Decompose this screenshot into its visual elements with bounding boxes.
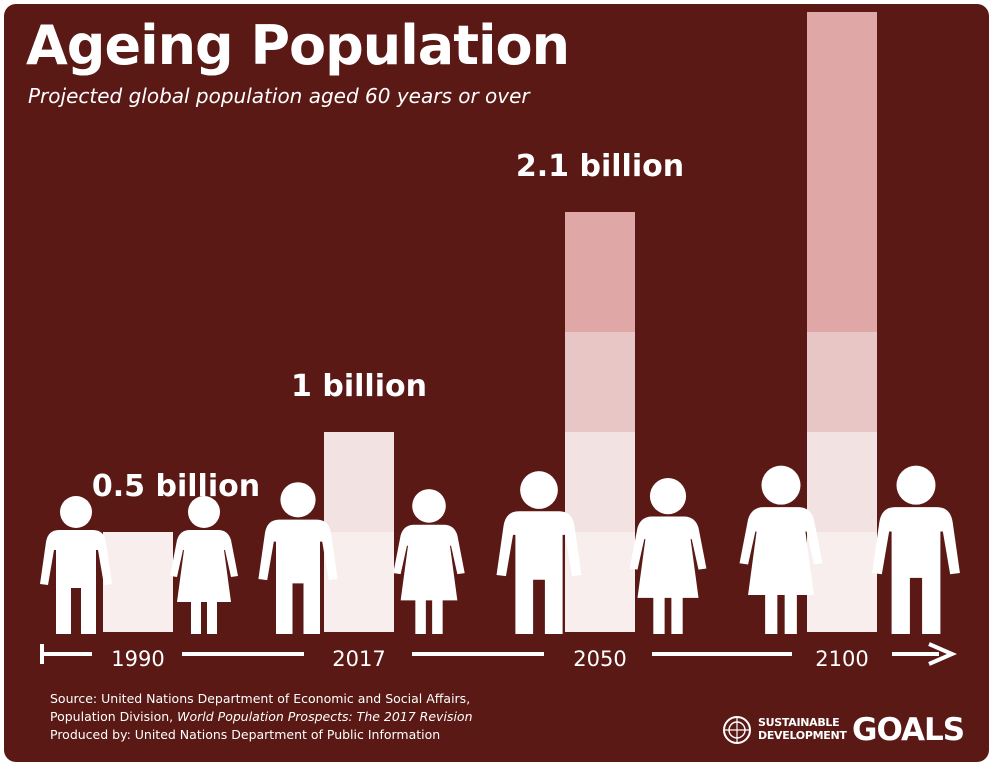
timeline-arrow-icon: [928, 642, 958, 666]
un-emblem-icon: [723, 716, 751, 744]
value-label-1990: 0.5 billion: [92, 469, 260, 504]
person-woman-icon-2050: [629, 478, 707, 634]
year-label-2100: 2100: [815, 647, 868, 671]
source-line-2: Population Division, World Population Pr…: [50, 708, 473, 726]
year-labels-layer: 1990 2017 2050 2100: [111, 647, 868, 671]
bar-1990-segment-1: [103, 532, 173, 632]
bars-layer: [103, 12, 877, 632]
year-label-2017: 2017: [332, 647, 385, 671]
source-publication-title: World Population Prospects: The 2017 Rev…: [177, 709, 473, 724]
bar-2100-segment-4: [807, 232, 877, 332]
person-man-icon-2100: [872, 465, 960, 634]
bar-2050-segment-5: [565, 212, 635, 232]
bar-2100-segment-5: [807, 132, 877, 232]
bar-2017: [324, 432, 394, 632]
bar-1990: [103, 532, 173, 632]
bar-2100-segment-3: [807, 332, 877, 432]
value-label-2050: 2.1 billion: [516, 149, 684, 184]
year-label-1990: 1990: [111, 647, 164, 671]
bar-2100-segment-2: [807, 432, 877, 532]
sdg-logo-goals: GOALS: [852, 712, 965, 748]
person-woman-icon-1990: [170, 496, 238, 634]
page-title: Ageing Population: [26, 14, 570, 77]
sdg-logo-text: SUSTAINABLE DEVELOPMENT: [758, 716, 847, 742]
source-note: Source: United Nations Department of Eco…: [50, 690, 473, 744]
page-subtitle: Projected global population aged 60 year…: [28, 84, 530, 108]
infographic-card: Ageing Population Projected global popul…: [4, 4, 989, 762]
bar-2050-segment-2: [565, 432, 635, 532]
source-line-3: Produced by: United Nations Department o…: [50, 727, 441, 742]
bar-2100-segment-7: [807, 12, 877, 32]
sdg-logo-line-2: DEVELOPMENT: [758, 729, 847, 742]
bar-2100-segment-6: [807, 32, 877, 132]
timeline-axis: [40, 642, 958, 666]
sdg-logo-line-1: SUSTAINABLE: [758, 716, 840, 729]
sdg-logo: SUSTAINABLE DEVELOPMENT GOALS: [722, 712, 972, 752]
value-label-2017: 1 billion: [291, 369, 427, 404]
source-line-2-prefix: Population Division,: [50, 709, 178, 724]
bar-2017-segment-2: [324, 432, 394, 532]
source-line-1: Source: United Nations Department of Eco…: [50, 691, 471, 706]
year-label-2050: 2050: [573, 647, 626, 671]
bar-2050-segment-4: [565, 232, 635, 332]
person-woman-icon-2017: [393, 489, 465, 634]
person-man-icon-1990: [40, 496, 112, 634]
bar-2050-segment-3: [565, 332, 635, 432]
bar-2050: [565, 212, 635, 632]
bar-2017-segment-1: [324, 532, 394, 632]
